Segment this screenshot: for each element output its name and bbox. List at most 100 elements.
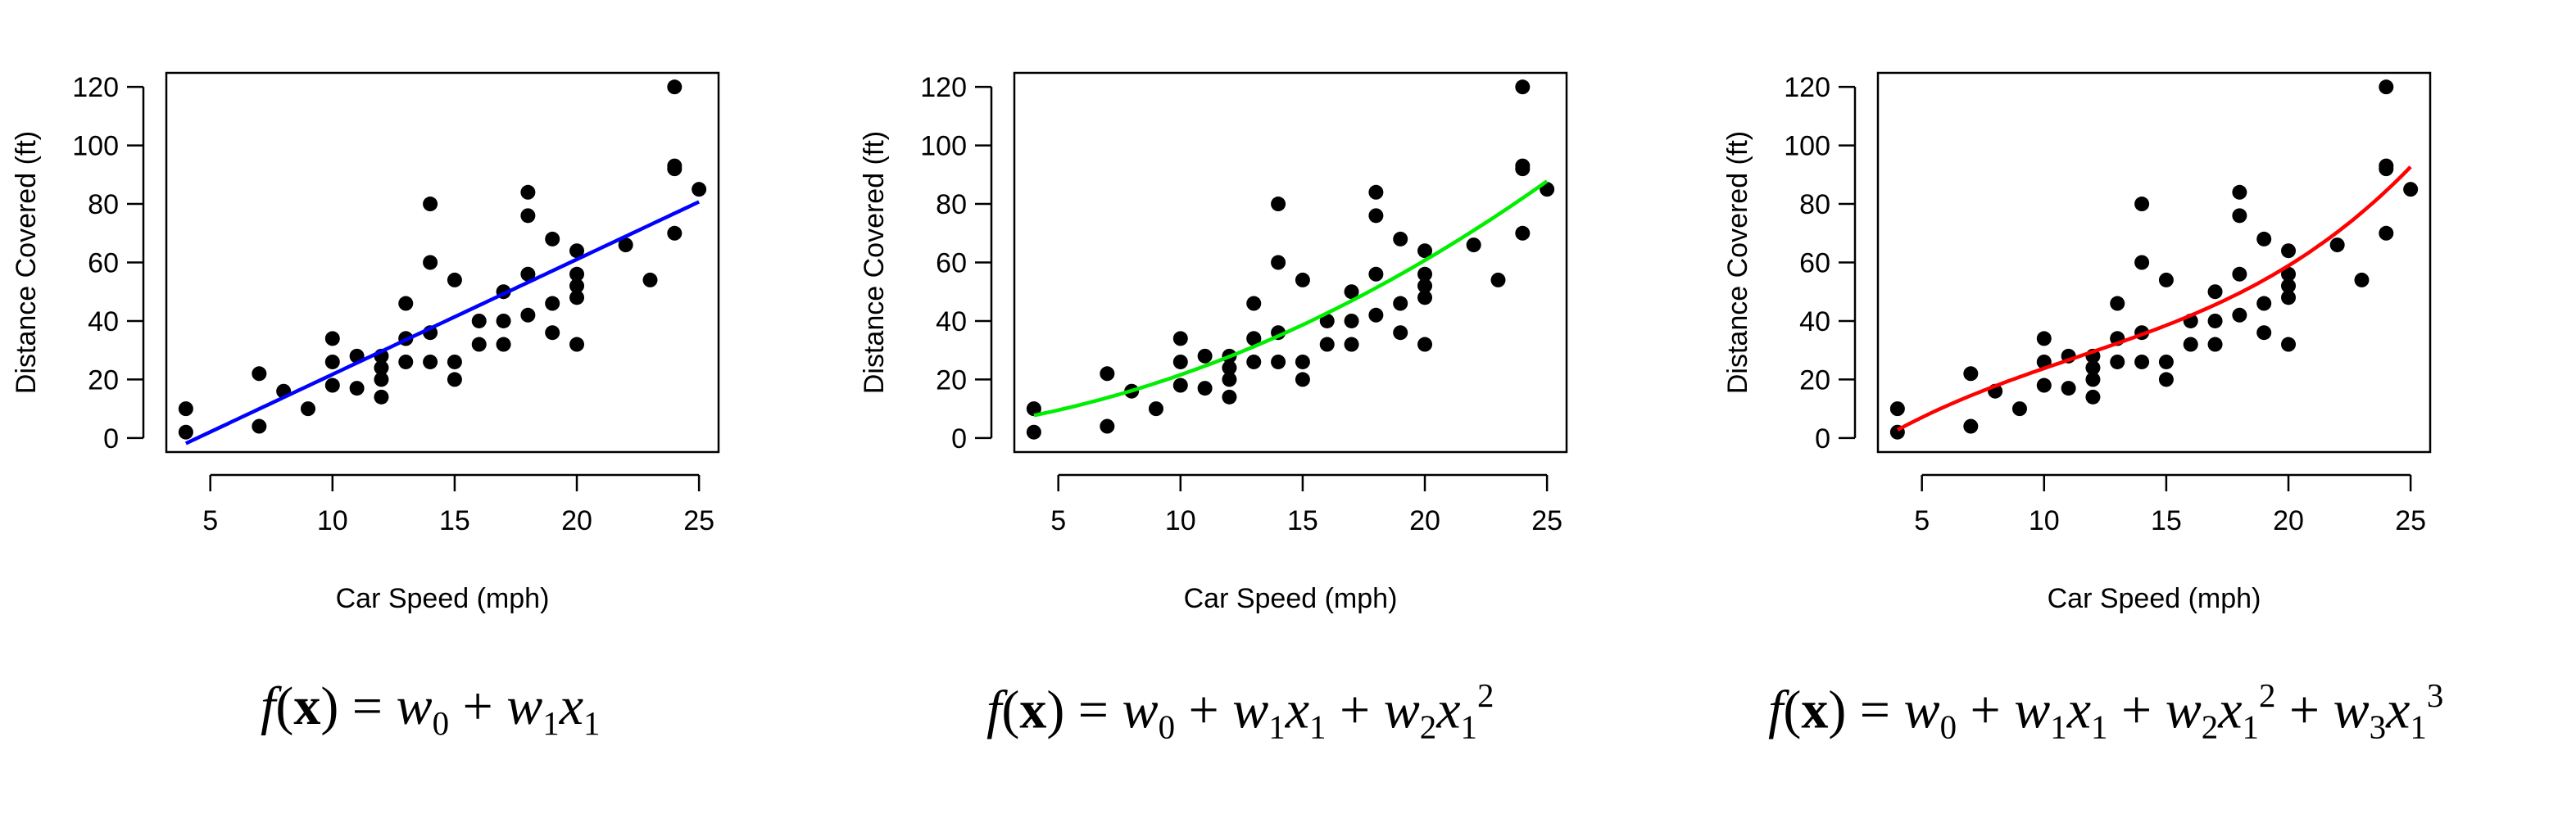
data-point (300, 401, 315, 417)
data-point (2158, 354, 2174, 369)
data-point (642, 272, 658, 287)
data-point (423, 255, 438, 270)
data-point (667, 158, 683, 174)
data-point (447, 354, 462, 369)
y-tick-label: 20 (1799, 364, 1830, 396)
data-point (2011, 401, 2027, 417)
data-point (520, 307, 536, 323)
data-point (2281, 266, 2297, 282)
x-tick-label: 20 (1409, 505, 1440, 536)
data-point (2256, 325, 2272, 341)
formula-linear: f(x) = w0 + w1x1 (261, 676, 601, 743)
plot-frame (165, 71, 720, 454)
data-point (520, 266, 536, 282)
data-point (496, 337, 511, 352)
data-point (569, 337, 585, 352)
data-point (569, 266, 585, 282)
data-point (2379, 225, 2394, 241)
data-point (1172, 331, 1188, 346)
fit-curve (1033, 179, 1549, 418)
data-point (2281, 337, 2297, 352)
data-point (1222, 389, 1237, 405)
data-point (692, 182, 707, 197)
data-point (2036, 378, 2052, 393)
x-axis-label: Car Speed (mph) (1184, 583, 1398, 614)
y-tick-label: 60 (936, 248, 967, 279)
data-point (324, 378, 340, 393)
x-tick-label: 15 (2151, 505, 2182, 536)
x-tick-label: 5 (1050, 505, 1066, 536)
data-point (1222, 372, 1237, 387)
y-tick-label: 20 (88, 364, 119, 396)
data-point (1515, 79, 1531, 95)
data-point (178, 424, 193, 440)
y-axis-label: Distance Covered (ft) (1722, 131, 1753, 394)
data-point (1100, 366, 1115, 382)
data-point (1368, 307, 1384, 323)
data-point (618, 237, 633, 253)
x-tick-label: 10 (1165, 505, 1196, 536)
data-point (471, 337, 487, 352)
data-point (2110, 354, 2125, 369)
data-point (569, 278, 585, 294)
data-point (545, 296, 560, 311)
formula-quadratic: f(x) = w0 + w1x1 + w2x12 (986, 677, 1494, 746)
data-point (1417, 337, 1433, 352)
data-point (2256, 296, 2272, 311)
x-tick-label: 20 (2273, 505, 2304, 536)
x-tick-label: 15 (439, 505, 470, 536)
data-point (2207, 337, 2223, 352)
data-point (252, 366, 267, 382)
data-point (1417, 278, 1433, 294)
y-tick-label: 100 (1784, 131, 1830, 162)
data-point (2354, 272, 2370, 287)
chart-panel-1: 5 10 15 20 25 0 20 40 60 80 100 120 Car Speed (mph) D… (11, 71, 720, 614)
data-point (1246, 331, 1262, 346)
data-point (1515, 158, 1531, 174)
data-point (520, 208, 536, 224)
data-point (1222, 360, 1237, 376)
data-point (423, 197, 438, 212)
data-point (2085, 389, 2101, 405)
data-point (545, 325, 560, 341)
data-point (1368, 266, 1384, 282)
data-point (520, 184, 536, 200)
y-axis-label: Distance Covered (ft) (859, 131, 890, 394)
data-point (2110, 296, 2125, 311)
x-tick-label: 25 (2395, 505, 2426, 536)
data-point (2281, 290, 2297, 305)
y-tick-label: 0 (103, 423, 119, 454)
y-tick-label: 80 (936, 189, 967, 220)
data-point (324, 331, 340, 346)
y-tick-label: 100 (920, 131, 967, 162)
data-point (1295, 272, 1310, 287)
data-point (374, 372, 389, 387)
data-point (1319, 337, 1335, 352)
data-point (1100, 418, 1115, 434)
data-point (1344, 313, 1359, 328)
data-point (1295, 372, 1310, 387)
data-point (178, 401, 193, 417)
data-point (447, 372, 462, 387)
formula-cubic: f(x) = w0 + w1x1 + w2x12 + w3x13 (1768, 677, 2444, 746)
data-point (423, 354, 438, 369)
data-point (1271, 354, 1286, 369)
x-tick-label: 5 (1914, 505, 1930, 536)
data-point (2134, 354, 2150, 369)
data-point (2232, 307, 2247, 323)
data-point (2256, 231, 2272, 246)
data-point (1515, 225, 1531, 241)
data-point (1368, 184, 1384, 200)
data-point (2085, 372, 2101, 387)
y-tick-label: 100 (72, 131, 119, 162)
data-point (2232, 184, 2247, 200)
y-tick-label: 60 (88, 248, 119, 279)
y-tick-label: 120 (72, 72, 119, 103)
data-point (2207, 284, 2223, 300)
data-point (1368, 208, 1384, 224)
data-point (374, 360, 389, 376)
x-tick-label: 5 (202, 505, 218, 536)
y-tick-label: 40 (936, 306, 967, 337)
data-point (1344, 284, 1359, 300)
